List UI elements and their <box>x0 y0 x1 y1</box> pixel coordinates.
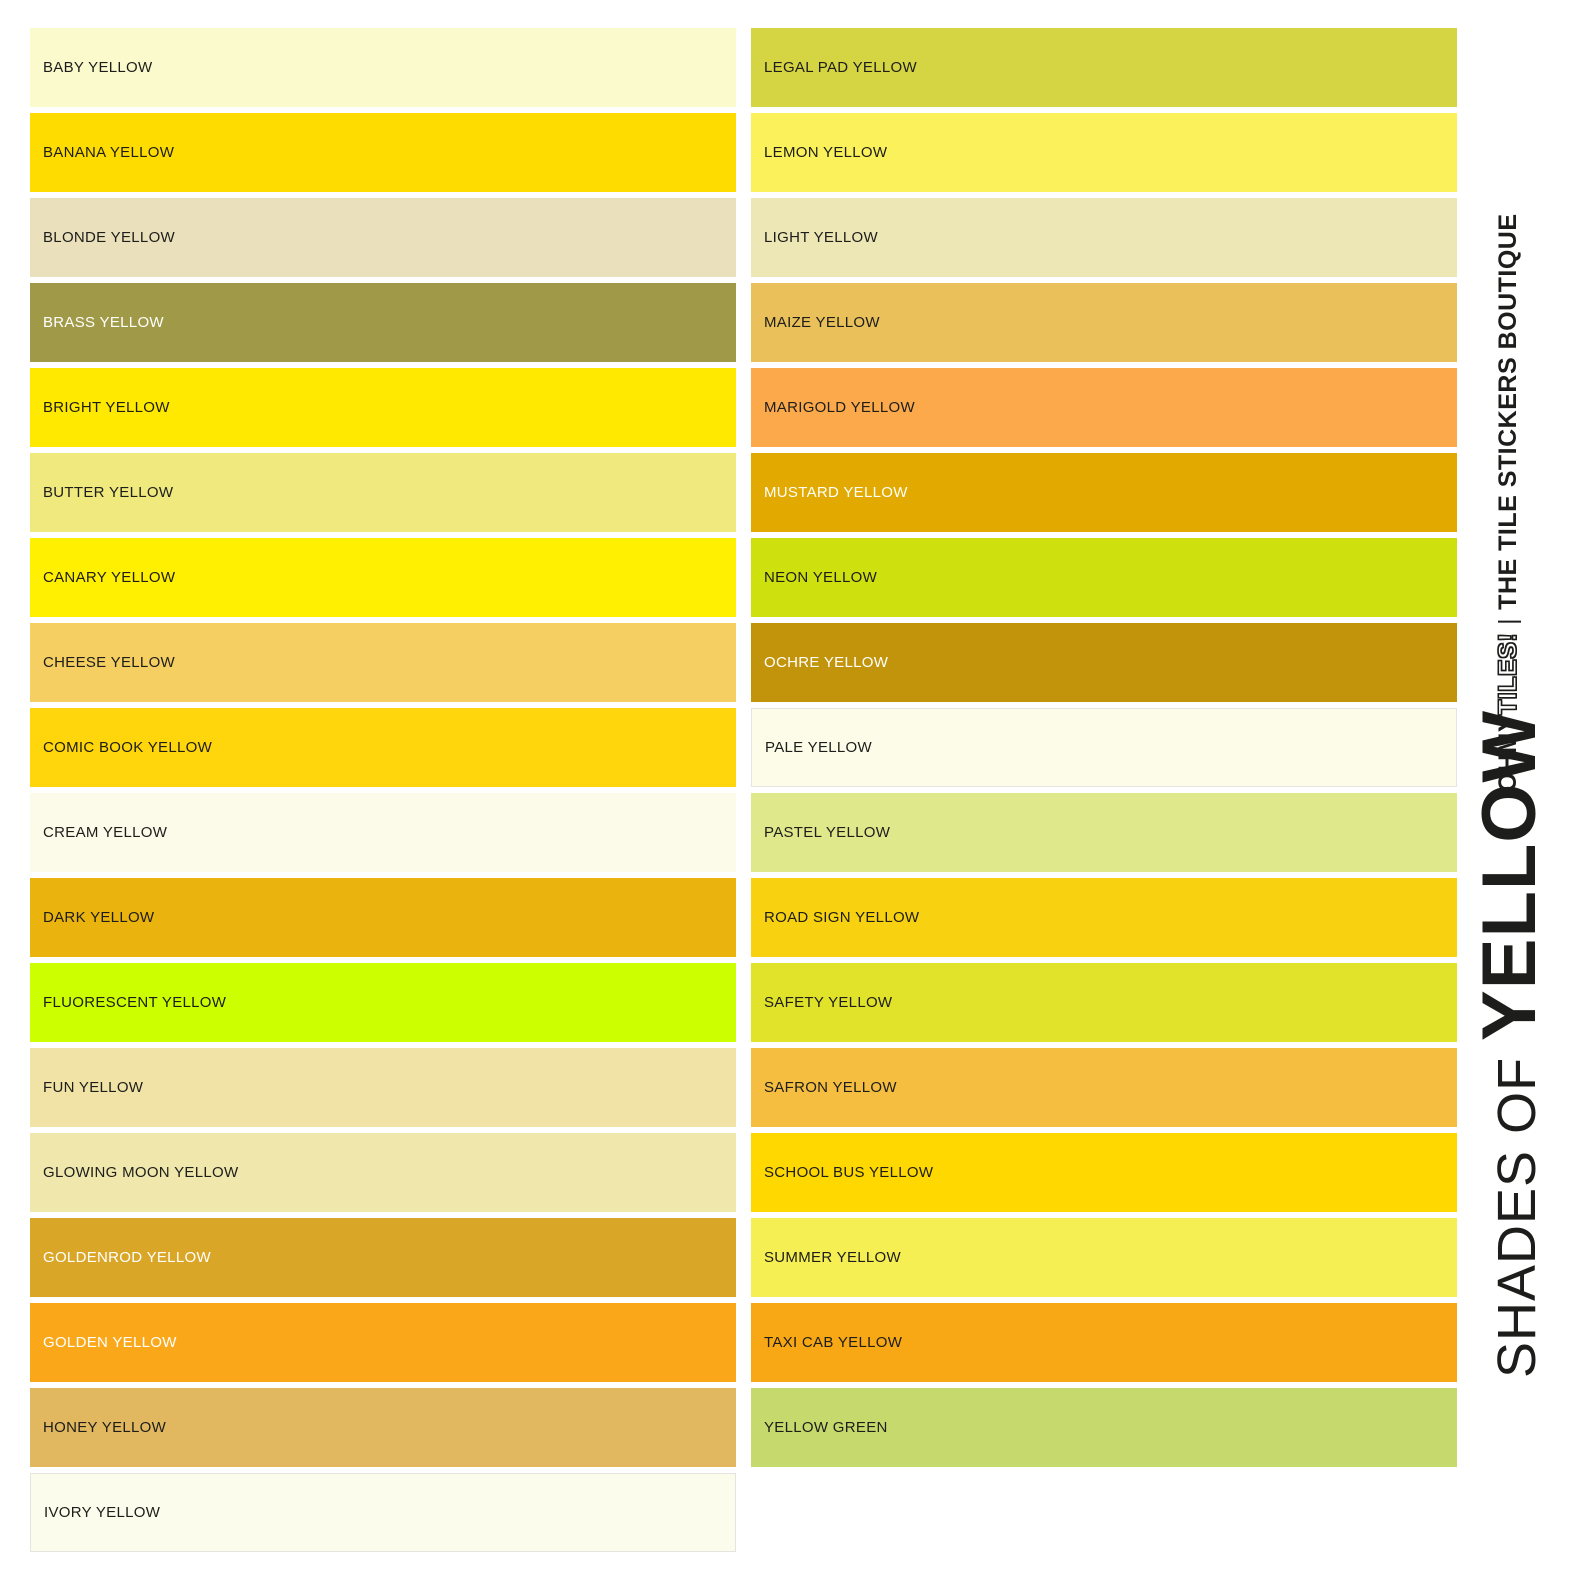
swatch-label: LEMON YELLOW <box>764 144 888 161</box>
swatch-light-yellow: LIGHT YELLOW <box>751 198 1457 277</box>
swatch-label: SAFETY YELLOW <box>764 994 893 1011</box>
swatch-marigold-yellow: MARIGOLD YELLOW <box>751 368 1457 447</box>
swatch-cheese-yellow: CHEESE YELLOW <box>30 623 736 702</box>
swatch-comic-book-yellow: COMIC BOOK YELLOW <box>30 708 736 787</box>
swatch-label: NEON YELLOW <box>764 569 878 586</box>
swatch-label: BABY YELLOW <box>43 59 153 76</box>
swatch-bright-yellow: BRIGHT YELLOW <box>30 368 736 447</box>
swatch-ochre-yellow: OCHRE YELLOW <box>751 623 1457 702</box>
swatch-label: BRASS YELLOW <box>43 314 164 331</box>
swatch-safron-yellow: SAFRON YELLOW <box>751 1048 1457 1127</box>
swatch-label: PASTEL YELLOW <box>764 824 891 841</box>
swatch-label: TAXI CAB YELLOW <box>764 1334 903 1351</box>
swatch-label: LIGHT YELLOW <box>764 229 878 246</box>
swatch-label: MAIZE YELLOW <box>764 314 880 331</box>
swatch-label: GOLDEN YELLOW <box>43 1334 177 1351</box>
swatch-label: IVORY YELLOW <box>44 1504 161 1521</box>
swatch-label: SUMMER YELLOW <box>764 1249 901 1266</box>
swatch-fun-yellow: FUN YELLOW <box>30 1048 736 1127</box>
swatch-label: LEGAL PAD YELLOW <box>764 59 917 76</box>
page-title: SHADES OF YELLOW <box>1467 710 1552 1378</box>
swatch-cream-yellow: CREAM YELLOW <box>30 793 736 872</box>
swatch-maize-yellow: MAIZE YELLOW <box>751 283 1457 362</box>
swatch-label: FUN YELLOW <box>43 1079 144 1096</box>
brand-name-outline: TILES! <box>1493 632 1522 715</box>
swatch-label: BANANA YELLOW <box>43 144 175 161</box>
swatch-glowing-moon-yellow: GLOWING MOON YELLOW <box>30 1133 736 1212</box>
swatch-pastel-yellow: PASTEL YELLOW <box>751 793 1457 872</box>
swatch-label: SCHOOL BUS YELLOW <box>764 1164 934 1181</box>
swatch-honey-yellow: HONEY YELLOW <box>30 1388 736 1467</box>
swatch-label: SAFRON YELLOW <box>764 1079 897 1096</box>
swatch-dark-yellow: DARK YELLOW <box>30 878 736 957</box>
swatch-taxi-cab-yellow: TAXI CAB YELLOW <box>751 1303 1457 1382</box>
swatch-label: CREAM YELLOW <box>43 824 168 841</box>
swatch-summer-yellow: SUMMER YELLOW <box>751 1218 1457 1297</box>
swatch-label: BRIGHT YELLOW <box>43 399 170 416</box>
brand-text: OHMYTILES! | THE TILE STICKERS BOUTIQUE <box>1493 213 1522 792</box>
swatch-school-bus-yellow: SCHOOL BUS YELLOW <box>751 1133 1457 1212</box>
swatch-label: CANARY YELLOW <box>43 569 176 586</box>
swatch-legal-pad-yellow: LEGAL PAD YELLOW <box>751 28 1457 107</box>
swatch-label: CHEESE YELLOW <box>43 654 176 671</box>
swatch-golden-yellow: GOLDEN YELLOW <box>30 1303 736 1382</box>
swatch-mustard-yellow: MUSTARD YELLOW <box>751 453 1457 532</box>
swatch-goldenrod-yellow: GOLDENROD YELLOW <box>30 1218 736 1297</box>
swatch-label: YELLOW GREEN <box>764 1419 888 1436</box>
swatch-road-sign-yellow: ROAD SIGN YELLOW <box>751 878 1457 957</box>
swatch-label: OCHRE YELLOW <box>764 654 889 671</box>
swatch-label: BUTTER YELLOW <box>43 484 174 501</box>
swatch-label: HONEY YELLOW <box>43 1419 167 1436</box>
swatch-lemon-yellow: LEMON YELLOW <box>751 113 1457 192</box>
brand-tagline: THE TILE STICKERS BOUTIQUE <box>1494 213 1522 610</box>
swatch-banana-yellow: BANANA YELLOW <box>30 113 736 192</box>
swatch-safety-yellow: SAFETY YELLOW <box>751 963 1457 1042</box>
swatch-label: GLOWING MOON YELLOW <box>43 1164 239 1181</box>
swatch-label: MUSTARD YELLOW <box>764 484 908 501</box>
swatch-label: BLONDE YELLOW <box>43 229 176 246</box>
swatch-fluorescent-yellow: FLUORESCENT YELLOW <box>30 963 736 1042</box>
swatch-label: COMIC BOOK YELLOW <box>43 739 213 756</box>
swatch-blonde-yellow: BLONDE YELLOW <box>30 198 736 277</box>
swatch-label: FLUORESCENT YELLOW <box>43 994 227 1011</box>
brand-name-bold: OHMY <box>1494 715 1522 792</box>
swatch-yellow-green: YELLOW GREEN <box>751 1388 1457 1467</box>
swatch-label: ROAD SIGN YELLOW <box>764 909 920 926</box>
swatch-pale-yellow: PALE YELLOW <box>751 708 1457 787</box>
swatch-column-left: BABY YELLOW BANANA YELLOW BLONDE YELLOW BRA… <box>30 28 736 1552</box>
swatch-label: DARK YELLOW <box>43 909 155 926</box>
swatch-canary-yellow: CANARY YELLOW <box>30 538 736 617</box>
swatch-label: GOLDENROD YELLOW <box>43 1249 211 1266</box>
swatch-column-right: LEGAL PAD YELLOW LEMON YELLOW LIGHT YELLOW… <box>751 28 1457 1467</box>
page-title-prefix: SHADES OF <box>1487 1040 1547 1378</box>
swatch-neon-yellow: NEON YELLOW <box>751 538 1457 617</box>
brand-separator: | <box>1494 617 1522 625</box>
swatch-label: PALE YELLOW <box>765 739 872 756</box>
swatch-label: MARIGOLD YELLOW <box>764 399 915 416</box>
swatch-ivory-yellow: IVORY YELLOW <box>30 1473 736 1552</box>
swatch-baby-yellow: BABY YELLOW <box>30 28 736 107</box>
swatch-butter-yellow: BUTTER YELLOW <box>30 453 736 532</box>
swatch-brass-yellow: BRASS YELLOW <box>30 283 736 362</box>
